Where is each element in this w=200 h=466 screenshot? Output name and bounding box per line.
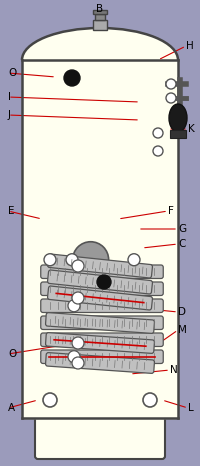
Text: K: K bbox=[188, 124, 195, 134]
Text: A: A bbox=[8, 403, 15, 413]
Text: C: C bbox=[178, 239, 185, 249]
Circle shape bbox=[44, 254, 56, 266]
Circle shape bbox=[72, 260, 84, 272]
Text: L: L bbox=[188, 403, 194, 413]
FancyBboxPatch shape bbox=[41, 282, 163, 295]
Circle shape bbox=[72, 292, 84, 304]
Text: I: I bbox=[8, 92, 11, 102]
Circle shape bbox=[68, 300, 80, 312]
Circle shape bbox=[66, 254, 78, 266]
Text: D: D bbox=[178, 307, 186, 317]
FancyBboxPatch shape bbox=[46, 333, 154, 353]
Circle shape bbox=[143, 393, 157, 407]
Text: G: G bbox=[178, 224, 186, 234]
FancyBboxPatch shape bbox=[48, 254, 152, 278]
FancyBboxPatch shape bbox=[46, 313, 154, 333]
Circle shape bbox=[64, 70, 80, 86]
Ellipse shape bbox=[169, 104, 187, 132]
Text: F: F bbox=[168, 206, 174, 216]
FancyBboxPatch shape bbox=[41, 299, 163, 313]
Ellipse shape bbox=[22, 28, 178, 92]
Circle shape bbox=[68, 351, 80, 363]
Text: J: J bbox=[8, 110, 11, 120]
Bar bbox=[95, 14, 105, 20]
Bar bbox=[93, 10, 107, 14]
Text: O: O bbox=[8, 68, 16, 78]
Circle shape bbox=[153, 128, 163, 138]
FancyBboxPatch shape bbox=[46, 353, 154, 373]
Text: N: N bbox=[170, 365, 178, 375]
Circle shape bbox=[153, 146, 163, 156]
FancyBboxPatch shape bbox=[48, 286, 152, 310]
Bar bbox=[22, 60, 178, 418]
Circle shape bbox=[128, 254, 140, 266]
Text: B: B bbox=[96, 4, 104, 14]
Circle shape bbox=[97, 275, 111, 289]
Circle shape bbox=[72, 357, 84, 369]
Circle shape bbox=[166, 79, 176, 89]
Circle shape bbox=[166, 93, 176, 103]
FancyBboxPatch shape bbox=[41, 350, 163, 363]
Text: E: E bbox=[8, 206, 14, 216]
Text: O: O bbox=[8, 349, 16, 359]
Text: H: H bbox=[186, 41, 194, 51]
FancyBboxPatch shape bbox=[41, 316, 163, 329]
Text: M: M bbox=[178, 325, 187, 335]
Circle shape bbox=[72, 337, 84, 349]
Bar bbox=[170, 130, 186, 138]
Circle shape bbox=[43, 393, 57, 407]
FancyBboxPatch shape bbox=[35, 415, 165, 459]
FancyBboxPatch shape bbox=[48, 270, 152, 294]
FancyBboxPatch shape bbox=[41, 333, 163, 347]
FancyBboxPatch shape bbox=[41, 265, 163, 279]
Bar bbox=[93, 20, 107, 30]
Circle shape bbox=[73, 242, 109, 278]
